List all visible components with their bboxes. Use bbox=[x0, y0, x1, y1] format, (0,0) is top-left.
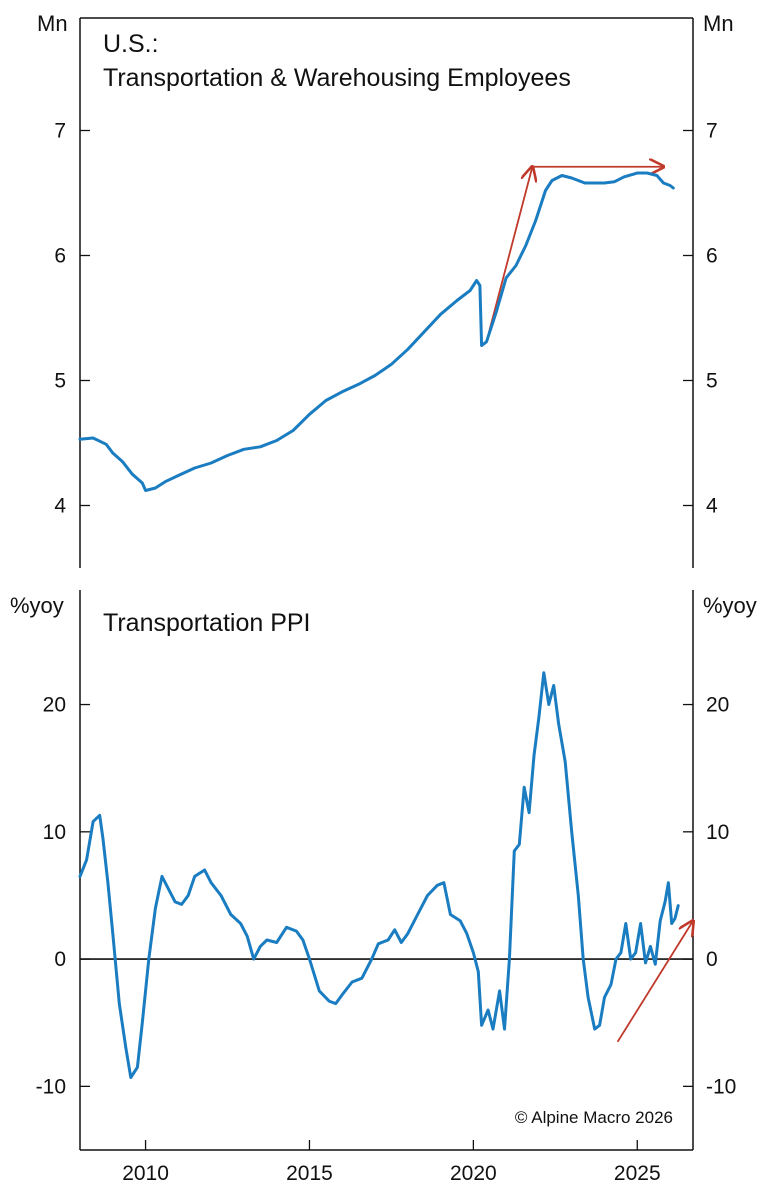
top-y-ticks: 4 4 5 5 6 6 7 7 bbox=[54, 120, 718, 518]
y-tick-label-right: 20 bbox=[706, 694, 729, 717]
y-tick-label-left: 7 bbox=[54, 120, 66, 143]
y-tick-label-right: -10 bbox=[706, 1075, 736, 1098]
y-tick-label-left: 5 bbox=[54, 370, 66, 393]
bottom-panel: %yoy %yoy Transportation PPI © Alpine Ma… bbox=[10, 590, 757, 1185]
y-tick-label-left: 4 bbox=[54, 495, 66, 518]
bottom-annotations bbox=[616, 921, 693, 1043]
y-tick-label-left: 20 bbox=[43, 694, 66, 717]
x-tick-label: 2010 bbox=[122, 1162, 169, 1185]
x-tick-label: 2015 bbox=[286, 1162, 333, 1185]
top-unit-left: Mn bbox=[37, 11, 68, 36]
y-tick-label-right: 6 bbox=[706, 245, 718, 268]
y-tick-label-left: -10 bbox=[36, 1075, 66, 1098]
series-line-0 bbox=[78, 171, 675, 492]
top-unit-right: Mn bbox=[703, 11, 734, 36]
top-title-line-1: U.S.: bbox=[103, 30, 159, 58]
y-tick-label-right: 4 bbox=[706, 495, 718, 518]
x-tick-label: 2025 bbox=[614, 1162, 661, 1185]
top-series bbox=[78, 171, 675, 492]
y-tick-label-right: 7 bbox=[706, 120, 718, 143]
bottom-unit-right: %yoy bbox=[703, 593, 757, 618]
top-annotations bbox=[485, 167, 663, 342]
y-tick-label-right: 10 bbox=[706, 821, 729, 844]
bottom-series bbox=[78, 671, 680, 1079]
top-title-line-2: Transportation & Warehousing Employees bbox=[103, 64, 571, 92]
x-tick-label: 2020 bbox=[450, 1162, 497, 1185]
series-line-0 bbox=[78, 671, 680, 1079]
y-tick-label-left: 0 bbox=[54, 948, 66, 971]
y-tick-label-right: 0 bbox=[706, 948, 718, 971]
y-tick-label-left: 10 bbox=[43, 821, 66, 844]
annotation-arrow-0 bbox=[485, 167, 532, 342]
y-tick-label-left: 6 bbox=[54, 245, 66, 268]
x-ticks: 2010 2015 2020 2025 bbox=[122, 1140, 661, 1185]
bottom-y-ticks: -10 -10 0 0 10 10 20 20 bbox=[36, 694, 737, 1099]
credit-text: © Alpine Macro 2026 bbox=[515, 1108, 673, 1127]
top-panel: Mn Mn U.S.: Transportation & Warehousing… bbox=[37, 11, 734, 568]
bottom-title: Transportation PPI bbox=[103, 609, 311, 637]
bottom-unit-left: %yoy bbox=[10, 593, 64, 618]
y-tick-label-right: 5 bbox=[706, 370, 718, 393]
annotation-arrow-0 bbox=[616, 921, 693, 1043]
